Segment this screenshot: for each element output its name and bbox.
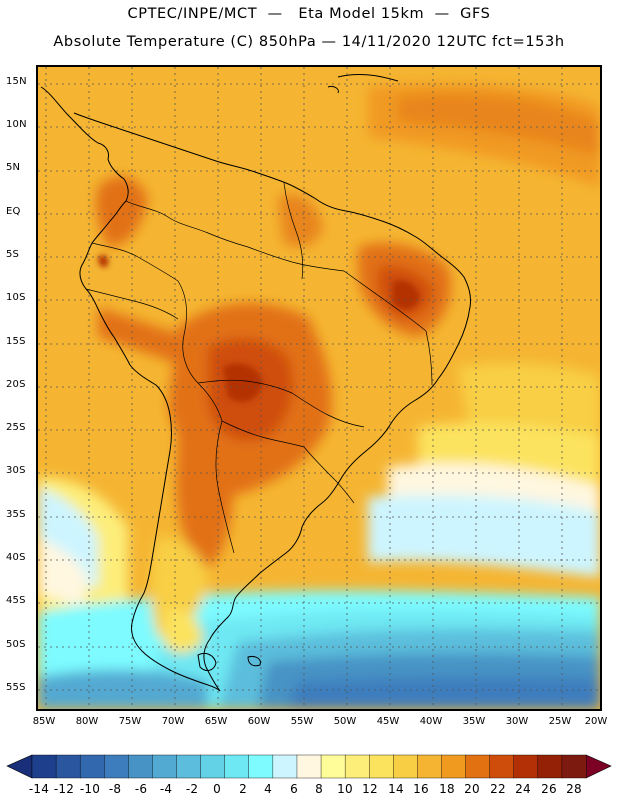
lon-label: 40W: [419, 716, 443, 727]
colorbar-swatch: [417, 754, 442, 779]
atlantic-coastline: [73, 112, 471, 692]
lon-label: 35W: [462, 716, 486, 727]
caribbean-islands-coast: [337, 73, 399, 82]
pacific-coastline: [40, 86, 221, 692]
colorbar-label: -12: [53, 782, 75, 796]
country-borders: [85, 182, 433, 554]
colorbar-label: 14: [388, 782, 404, 796]
lat-label: 55S: [6, 682, 26, 693]
colorbar-label: 0: [213, 782, 221, 796]
lat-label: 15N: [6, 76, 27, 87]
lat-label: 10N: [6, 119, 27, 130]
colorbar-swatch: [248, 754, 274, 779]
colorbar-swatch: [344, 754, 370, 779]
lon-label: 20W: [584, 716, 608, 727]
lat-label: 25S: [6, 422, 26, 433]
lon-label: 70W: [161, 716, 185, 727]
lat-label: 50S: [6, 639, 26, 650]
colorbar-label: 10: [337, 782, 353, 796]
graticule: [38, 67, 600, 709]
chart-subtitle: Absolute Temperature (C) 850hPa — 14/11/…: [53, 34, 565, 50]
color-scale-bar: [6, 754, 612, 779]
colorbar-label: 4: [264, 782, 272, 796]
colorbar-swatch: [31, 754, 57, 779]
colorbar-label: -10: [79, 782, 101, 796]
colorbar-swatch: [296, 754, 322, 779]
temperature-field-hotspots: [98, 254, 420, 402]
colorbar-label: -8: [108, 782, 122, 796]
colorbar-swatch: [537, 754, 563, 779]
chart-title: CPTEC/INPE/MCT — Eta Model 15km — GFS: [127, 6, 491, 22]
colorbar-swatch: [128, 754, 153, 779]
colorbar-label: 28: [566, 782, 582, 796]
falkland-islands-coast: [247, 656, 261, 667]
lon-label: 85W: [32, 716, 56, 727]
lon-label: 55W: [290, 716, 314, 727]
lon-label: 45W: [376, 716, 400, 727]
colorbar-label: -14: [28, 782, 50, 796]
colorbar-swatch: [176, 754, 202, 779]
colorbar-label: 26: [541, 782, 557, 796]
colorbar-label: 24: [515, 782, 531, 796]
caribbean-island-coast: [327, 86, 339, 94]
colorbar-swatch: [55, 754, 81, 779]
lon-label: 50W: [333, 716, 357, 727]
coastlines: [40, 73, 471, 692]
lat-label: 40S: [6, 552, 26, 563]
colorbar-label: 6: [290, 782, 298, 796]
colorbar-swatch: [489, 754, 515, 779]
lat-label: 10S: [6, 292, 26, 303]
lat-label: EQ: [6, 206, 21, 217]
colorbar-swatch: [200, 754, 226, 779]
colorbar-swatch: [224, 754, 250, 779]
colorbar-swatch: [152, 754, 178, 779]
colorbar-swatch: [104, 754, 129, 779]
colorbar-low-arrow: [6, 754, 33, 779]
lon-label: 65W: [204, 716, 228, 727]
colorbar-swatch: [369, 754, 394, 779]
colorbar-swatches: [31, 754, 587, 779]
colorbar-label: -4: [159, 782, 173, 796]
colorbar-swatch: [513, 754, 539, 779]
colorbar-label: 12: [362, 782, 378, 796]
colorbar-label: 2: [239, 782, 247, 796]
colorbar-swatch: [320, 754, 346, 779]
temperature-field-bands: [38, 83, 600, 709]
lat-label: 5N: [6, 162, 21, 173]
lon-label: 30W: [505, 716, 529, 727]
tierra-del-fuego-coast: [197, 652, 217, 671]
colorbar-swatch: [441, 754, 467, 779]
map-canvas: [38, 67, 600, 709]
colorbar-label: 8: [315, 782, 323, 796]
colorbar-swatch: [272, 754, 298, 779]
lat-label: 15S: [6, 336, 26, 347]
lon-label: 80W: [75, 716, 99, 727]
lat-label: 5S: [6, 249, 20, 260]
colorbar-label: -6: [134, 782, 148, 796]
colorbar-label: 20: [464, 782, 480, 796]
colorbar-label: 18: [439, 782, 455, 796]
colorbar-high-arrow: [585, 754, 612, 779]
lat-label: 35S: [6, 509, 26, 520]
lon-label: 60W: [247, 716, 271, 727]
colorbar-label: -2: [185, 782, 199, 796]
lat-label: 20S: [6, 379, 26, 390]
colorbar-label: 16: [413, 782, 429, 796]
colorbar-label: 22: [490, 782, 506, 796]
lon-label: 25W: [548, 716, 572, 727]
colorbar-swatch: [561, 754, 587, 779]
colorbar-swatch: [79, 754, 105, 779]
lat-label: 30S: [6, 465, 26, 476]
colorbar-swatch: [393, 754, 418, 779]
colorbar-swatch: [465, 754, 491, 779]
lat-label: 45S: [6, 595, 26, 606]
temperature-map: [36, 65, 602, 711]
lon-label: 75W: [118, 716, 142, 727]
